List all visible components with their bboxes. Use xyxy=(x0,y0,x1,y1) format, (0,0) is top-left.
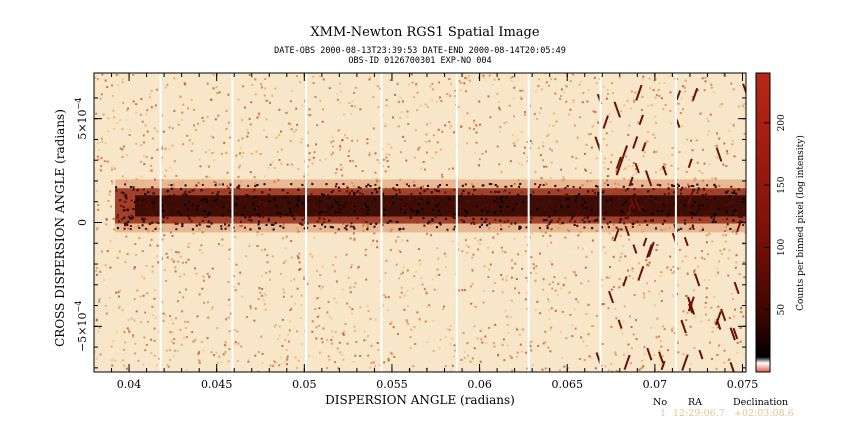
colorbar-ticks: 50 100 150 200 xyxy=(764,114,787,315)
y-tick-label: 0 xyxy=(76,219,89,226)
x-axis-label: DISPERSION ANGLE (radians) xyxy=(325,393,515,407)
colorbar-tick-label: 150 xyxy=(777,176,787,193)
y-axis-label: CROSS DISPERSION ANGLE (radians) xyxy=(53,109,67,347)
diagonal-streaks xyxy=(594,83,746,372)
source-header-ra: RA xyxy=(688,397,702,408)
x-axis: 0.04 0.045 0.05 0.055 0.06 0.065 0.07 0.075 xyxy=(93,73,759,391)
background-noise xyxy=(94,73,746,372)
x-tick-label: 0.075 xyxy=(727,378,759,391)
chart-title: XMM-Newton RGS1 Spatial Image xyxy=(310,25,539,40)
chip-gaps xyxy=(159,73,677,372)
colorbar xyxy=(755,72,771,373)
source-row-ra: 12:29:06.7 xyxy=(673,408,725,419)
colorbar-tick-label: 100 xyxy=(777,239,787,256)
x-tick-label: 0.045 xyxy=(201,378,233,391)
source-header-dec: Declination xyxy=(733,397,788,408)
x-tick-label: 0.06 xyxy=(467,378,492,391)
x-tick-label: 0.065 xyxy=(551,378,583,391)
colorbar-label: Counts per binned pixel (log intensity) xyxy=(795,135,806,311)
spectrum-band xyxy=(115,179,746,233)
x-tick-label: 0.055 xyxy=(376,378,408,391)
source-row-dec: +02:03:08.6 xyxy=(734,408,794,419)
colorbar-tick-label: 50 xyxy=(777,304,787,316)
y-axis: 5×10−4 0 −5×10−4 xyxy=(74,97,746,369)
y-tick-label: −5×10−4 xyxy=(74,301,89,352)
source-header-no: No xyxy=(653,397,667,408)
x-tick-label: 0.07 xyxy=(643,378,668,391)
heatmap-image xyxy=(94,73,746,372)
source-row-no: 1 xyxy=(660,408,666,419)
colorbar-tick-label: 200 xyxy=(777,114,787,131)
header-obsid: OBS-ID 0126700301 EXP-NO 004 xyxy=(348,56,491,66)
x-tick-label: 0.05 xyxy=(292,378,317,391)
header-dates: DATE-OBS 2000-08-13T23:39:53 DATE-END 20… xyxy=(274,46,566,56)
x-tick-label: 0.04 xyxy=(117,378,142,391)
y-tick-label: 5×10−4 xyxy=(74,98,89,140)
